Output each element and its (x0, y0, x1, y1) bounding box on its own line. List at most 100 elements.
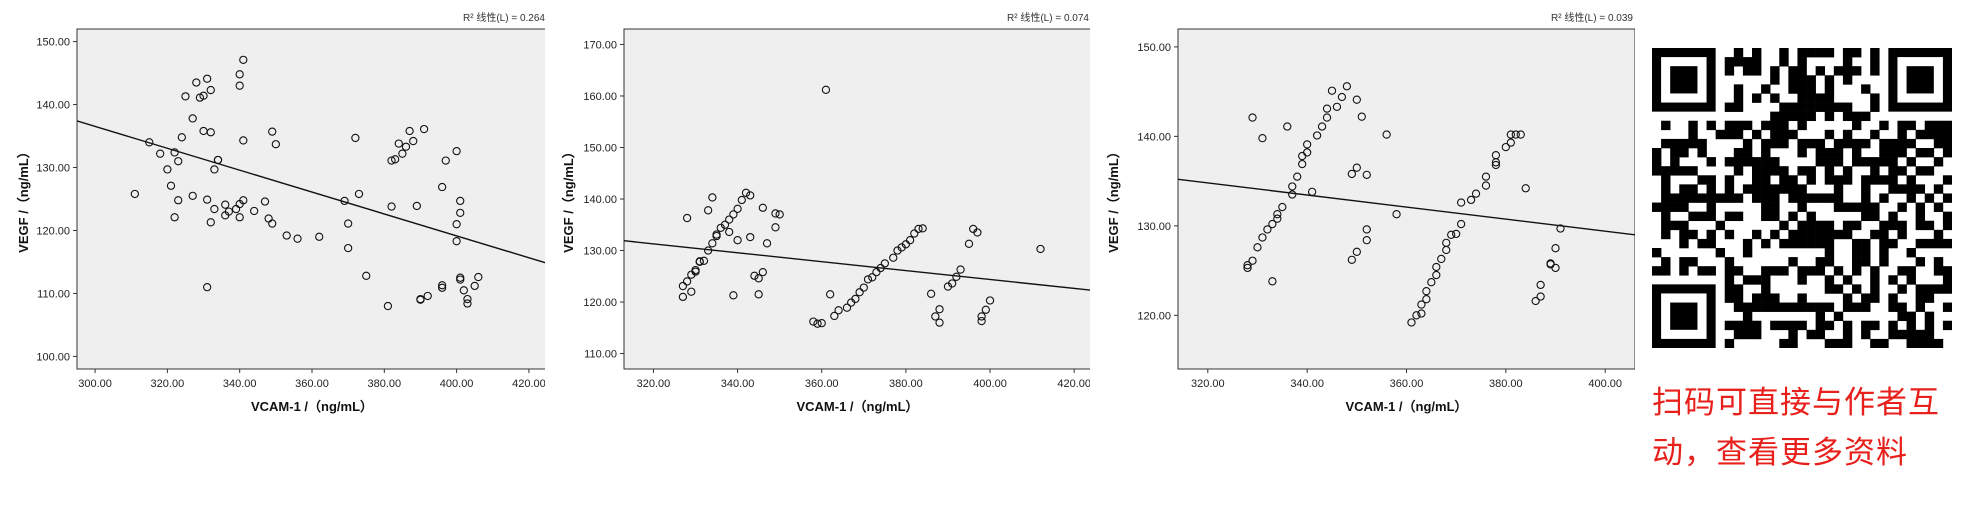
data-point (1427, 278, 1436, 287)
data-point (678, 281, 688, 291)
data-point (1288, 190, 1297, 199)
data-point (441, 156, 450, 165)
data-point (703, 246, 713, 255)
x-tick-label: 360.00 (1390, 378, 1424, 390)
data-point (1556, 224, 1565, 233)
y-axis-title: VEGF /（ng/mL） (16, 145, 31, 253)
data-point (914, 224, 923, 234)
data-point (889, 253, 898, 262)
data-point (1382, 130, 1391, 139)
data-point (387, 202, 396, 211)
x-tick-label: 400.00 (440, 378, 474, 390)
data-point (1303, 148, 1312, 157)
x-tick-label: 400.00 (1588, 378, 1622, 390)
data-point (859, 283, 868, 292)
data-point (1521, 184, 1530, 193)
data-point (712, 230, 721, 239)
data-point (733, 236, 742, 245)
data-point (985, 296, 995, 305)
data-point (235, 213, 244, 222)
data-point (206, 218, 215, 227)
data-point (1456, 219, 1466, 229)
data-point (1362, 236, 1371, 245)
data-point (931, 312, 940, 321)
data-point (1417, 300, 1426, 309)
x-tick-label: 340.00 (721, 378, 755, 390)
data-point (452, 146, 461, 156)
data-point (463, 299, 472, 308)
x-axis-title: VCAM-1 /（ng/mL） (796, 399, 918, 414)
data-point (1442, 238, 1451, 247)
y-tick-label: 150.00 (36, 37, 70, 49)
x-tick-label: 380.00 (367, 378, 401, 390)
data-point (1273, 214, 1282, 223)
data-point (863, 275, 873, 284)
data-point (419, 124, 429, 134)
data-point (918, 224, 927, 233)
data-point (405, 126, 414, 136)
x-tick-label: 360.00 (805, 378, 839, 390)
data-point (1357, 112, 1366, 121)
data-point (1303, 140, 1312, 149)
data-point (809, 317, 818, 326)
data-point (344, 243, 353, 253)
x-tick-label: 300.00 (78, 378, 112, 390)
data-point (771, 223, 780, 232)
data-point (1352, 95, 1361, 104)
data-point (456, 196, 465, 206)
data-point (239, 136, 248, 145)
data-point (383, 301, 393, 311)
data-point (1317, 122, 1327, 131)
data-point (1392, 210, 1401, 219)
data-point (1293, 172, 1302, 181)
data-point (905, 236, 915, 245)
y-tick-label: 150.00 (583, 142, 617, 154)
x-tick-label: 400.00 (973, 378, 1007, 390)
data-point (1288, 182, 1297, 191)
data-point (821, 85, 831, 94)
x-tick-label: 360.00 (295, 378, 329, 390)
data-point (720, 220, 730, 229)
data-point (203, 282, 212, 292)
data-point (181, 92, 190, 101)
data-point (387, 156, 396, 165)
data-point (956, 265, 965, 274)
data-point (926, 289, 936, 298)
data-point (340, 196, 349, 206)
r2-label: R² 线性(L) = 0.039 (1551, 11, 1633, 24)
data-point (1362, 225, 1371, 234)
data-point (699, 256, 709, 265)
data-point (872, 268, 881, 277)
data-point (177, 133, 186, 142)
data-point (725, 227, 734, 237)
data-point (868, 273, 877, 282)
data-point (826, 290, 835, 299)
data-point (282, 231, 291, 240)
data-point (981, 305, 990, 314)
fit-line (77, 120, 545, 264)
data-point (817, 319, 826, 328)
data-point (754, 290, 763, 299)
data-point (758, 268, 767, 277)
data-point (412, 201, 421, 211)
data-point (170, 213, 179, 222)
plot-area (76, 28, 545, 370)
data-point (1248, 256, 1257, 265)
data-point (192, 78, 201, 87)
data-point (463, 294, 472, 304)
x-tick-label: 420.00 (512, 378, 545, 390)
data-point (1342, 82, 1352, 91)
data-point (1268, 219, 1277, 229)
data-point (1278, 202, 1287, 212)
data-point (459, 286, 468, 295)
data-point (1432, 270, 1441, 280)
data-point (239, 196, 248, 205)
data-point (733, 204, 742, 213)
r2-label: R² 线性(L) = 0.074 (1007, 11, 1089, 24)
data-point (174, 157, 183, 166)
data-point (1471, 189, 1481, 198)
data-point (901, 240, 911, 249)
x-tick-label: 320.00 (151, 378, 185, 390)
data-point (398, 149, 407, 158)
data-point (1362, 170, 1371, 179)
